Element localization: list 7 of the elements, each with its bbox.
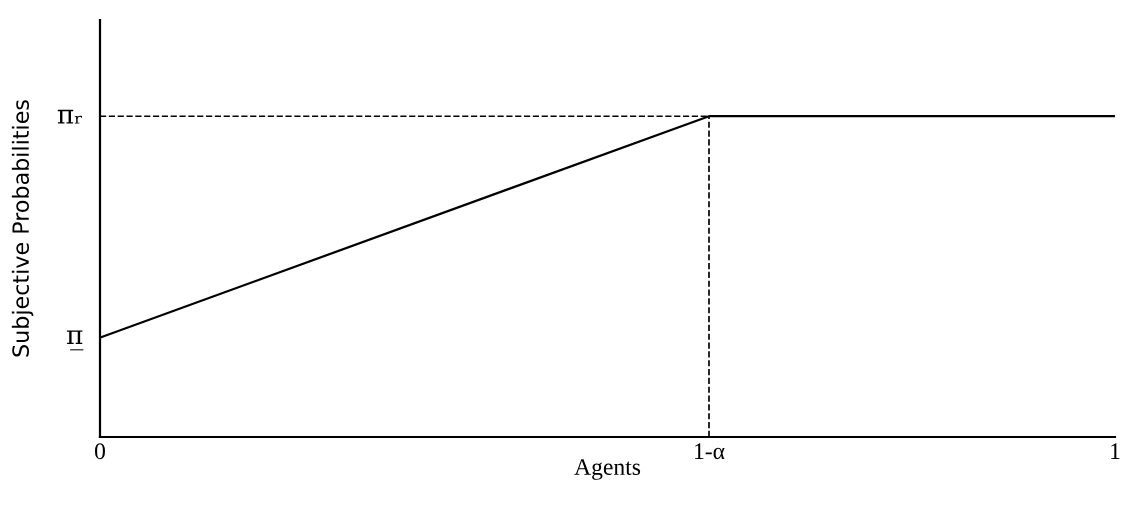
x-axis-title: Agents [574, 459, 641, 480]
x-tick-label: 1-α [695, 443, 725, 460]
annotation: πᵣ [57, 109, 82, 124]
y-axis-title: Subjective Probabilities [11, 100, 34, 357]
x-tick-label: 0 [95, 443, 105, 460]
x-tick-label: 1 [1111, 443, 1120, 459]
annotation: π̲ [66, 330, 84, 351]
